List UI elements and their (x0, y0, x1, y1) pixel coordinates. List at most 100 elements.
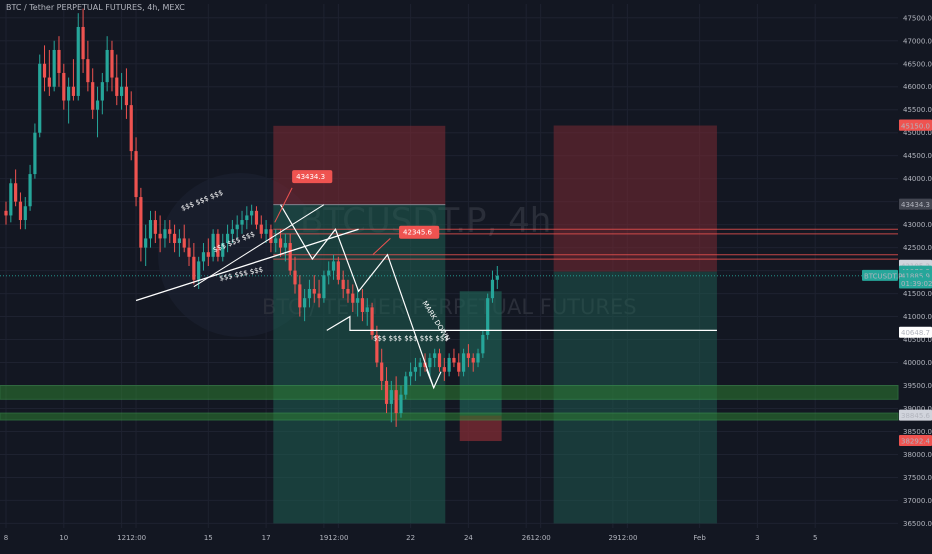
candle-body (124, 86, 129, 106)
x-tick-label: 12 (117, 534, 126, 542)
candle-body (172, 233, 177, 244)
candle-body (221, 243, 225, 257)
price-path (280, 204, 435, 389)
candle-body (206, 252, 210, 257)
symbol-tag: BTCUSDT.P (864, 272, 902, 280)
candle-body (457, 362, 461, 372)
candle-body (274, 238, 278, 244)
candle-body (447, 357, 451, 372)
candle-body (394, 390, 398, 414)
y-tick-label: 36500.0 (903, 520, 932, 528)
candle-body (100, 82, 104, 101)
candle-body (380, 362, 384, 381)
candle-body (216, 233, 220, 257)
candle-body (384, 380, 389, 404)
x-tick-label: 12:00 (328, 534, 348, 542)
candle-body (288, 243, 292, 271)
x-tick-label: 26 (522, 534, 531, 542)
candle-body (187, 247, 191, 257)
x-tick-label: 22 (406, 534, 415, 542)
candle-body (76, 26, 80, 96)
candle-body (351, 293, 355, 303)
candle-body (327, 270, 331, 276)
candle-body (230, 229, 234, 234)
candle-body (317, 293, 321, 299)
y-tick-label: 44000.0 (903, 175, 932, 183)
y-tick-label: 47500.0 (903, 14, 932, 22)
y-tick-label: 44500.0 (903, 152, 932, 160)
candle-body (9, 183, 13, 216)
candle-body (139, 197, 143, 248)
candle-body (293, 270, 297, 285)
trade-zones (0, 125, 899, 524)
candle-body (312, 288, 316, 294)
candle-body (409, 371, 413, 377)
candle-body (148, 220, 153, 239)
y-tick-label: 45500.0 (903, 106, 932, 114)
candle-body (322, 275, 326, 299)
candle-body (153, 220, 157, 234)
x-tick-label: Feb (693, 534, 706, 542)
price-labels: 45156.245150.043434.342105.241978.341885… (862, 119, 932, 447)
y-tick-label: 43000.0 (903, 221, 932, 229)
candle-body (42, 63, 47, 78)
candle-body (95, 100, 100, 110)
y-tick-label: 47000.0 (903, 37, 932, 45)
y-tick-label: 46500.0 (903, 60, 932, 68)
candle-body (298, 284, 302, 308)
candle-body (356, 298, 360, 303)
candle-body (259, 224, 263, 234)
candle-body (481, 334, 485, 354)
y-tick-label: 38000.0 (903, 451, 932, 459)
y-tick-label: 39000.0 (903, 405, 932, 413)
liquidity-line (326, 315, 717, 331)
support-band-2 (0, 412, 899, 421)
candle-body (466, 353, 470, 358)
candle-body (283, 243, 287, 248)
candle-body (211, 233, 215, 257)
candle-body (38, 63, 42, 133)
y-tick-label: 42500.0 (903, 244, 932, 252)
short-target-zone-1 (273, 204, 446, 524)
arrow-head (425, 369, 442, 390)
candle-body (120, 86, 124, 96)
grid (0, 4, 898, 528)
chart-header-title: BTC / Tether PERPETUAL FUTURES, 4h, MEXC (6, 3, 185, 12)
candle-body (235, 224, 239, 230)
candle-body (168, 229, 172, 234)
price-axis-label-bg (899, 277, 932, 289)
candle-body (471, 357, 475, 363)
candle-body (250, 210, 254, 216)
candle-body (105, 49, 109, 83)
candle-body (81, 26, 85, 60)
trendline-liquidity (193, 204, 325, 288)
time-axis[interactable]: 8 10 12 12:00 15 17 19 12:00 22 24 26 12:00 29 12:00 F… (4, 534, 818, 542)
candle-body (399, 394, 403, 414)
candle-body (495, 275, 499, 280)
callout-pointer-2 (372, 238, 391, 255)
candle-body (134, 151, 138, 198)
price-callout-bg (399, 225, 440, 239)
y-tick-label: 40500.0 (903, 336, 932, 344)
candle-body (461, 353, 466, 372)
y-tick-label: 37500.0 (903, 474, 932, 482)
candle-body (360, 298, 365, 312)
candle-body (52, 49, 56, 87)
candle-body (370, 307, 374, 335)
candle-body (110, 49, 114, 78)
candle-body (225, 233, 230, 244)
price-axis-label-bg (899, 119, 932, 131)
candle-body (413, 367, 418, 372)
candle-body (336, 261, 340, 280)
candle-body (240, 220, 244, 225)
candle-body (47, 77, 51, 87)
x-tick-label: 8 (4, 534, 8, 542)
trendline-support (135, 228, 359, 302)
liquidity-label: $$$ $$$ $$$ $$$ $$$ (373, 334, 449, 342)
candle-body (269, 229, 273, 244)
candle-body (490, 279, 495, 299)
candle-body (418, 362, 422, 368)
y-tick-label: 46000.0 (903, 83, 932, 91)
